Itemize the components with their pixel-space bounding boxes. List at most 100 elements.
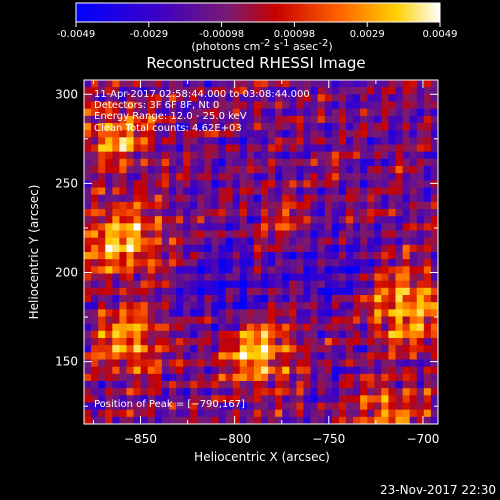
heatmap-cell (154, 237, 163, 246)
heatmap-cell (246, 144, 255, 153)
heatmap-cell (282, 244, 290, 253)
heatmap-cell (353, 273, 361, 282)
heatmap-cell (183, 252, 191, 260)
heatmap-cell (353, 244, 361, 253)
heatmap-cell (197, 158, 205, 167)
heatmap-cell (246, 416, 255, 424)
heatmap-cell (430, 366, 438, 375)
heatmap-cell (395, 180, 404, 189)
heatmap-cell (225, 302, 234, 310)
heatmap-cell (84, 252, 92, 260)
heatmap-cell (275, 115, 283, 124)
heatmap-cell (168, 345, 177, 353)
heatmap-cell (239, 94, 248, 103)
heatmap-cell (154, 316, 163, 325)
heatmap-cell (119, 273, 128, 282)
heatmap-cell (232, 287, 241, 296)
heatmap-cell (430, 338, 438, 346)
heatmap-cell (310, 359, 319, 368)
heatmap-cell (423, 302, 432, 310)
heatmap-cell (140, 158, 149, 167)
heatmap-cell (310, 237, 319, 246)
heatmap-cell (367, 381, 375, 389)
heatmap-cell (275, 137, 283, 146)
heatmap-cell (126, 216, 135, 224)
heatmap-cell (133, 416, 142, 424)
heatmap-cell (225, 345, 234, 353)
heatmap-cell (331, 409, 340, 418)
y-tick-label: 300 (55, 87, 78, 101)
heatmap-cell (168, 194, 177, 203)
colorbar-tick-label: 0.0049 (423, 29, 458, 40)
heatmap-cell (91, 209, 99, 217)
heatmap-cell (282, 273, 290, 282)
heatmap-cell (197, 108, 205, 117)
heatmap-cell (261, 330, 269, 339)
heatmap-cell (275, 223, 283, 232)
heatmap-cell (317, 416, 326, 424)
heatmap-cell (112, 416, 120, 424)
heatmap-cell (84, 80, 92, 88)
heatmap-cell (98, 266, 106, 275)
heatmap-cell (140, 366, 149, 375)
heatmap-cell (140, 352, 149, 361)
heatmap-cell (360, 416, 368, 424)
heatmap-cell (168, 115, 177, 124)
heatmap-cell (331, 237, 340, 246)
heatmap-cell (338, 115, 347, 124)
heatmap-cell (338, 252, 347, 260)
heatmap-cell (126, 316, 135, 325)
heatmap-cell (84, 223, 92, 232)
heatmap-cell (360, 123, 368, 131)
heatmap-cell (310, 201, 319, 210)
heatmap-cell (353, 402, 361, 411)
heatmap-cell (374, 395, 382, 404)
heatmap-cell (161, 395, 170, 404)
heatmap-cell (239, 180, 248, 189)
heatmap-cell (388, 166, 397, 174)
heatmap-cell (402, 223, 411, 232)
heatmap-cell (105, 130, 113, 138)
heatmap-cell (190, 158, 198, 167)
heatmap-cell (296, 359, 305, 368)
heatmap-cell (232, 416, 241, 424)
heatmap-cell (105, 123, 113, 131)
heatmap-cell (275, 345, 283, 353)
heatmap-cell (317, 223, 326, 232)
heatmap-cell (239, 80, 248, 88)
heatmap-cell (161, 123, 170, 131)
heatmap-cell (289, 230, 297, 239)
heatmap-cell (374, 244, 382, 253)
heatmap-cell (98, 366, 106, 375)
heatmap-cell (296, 216, 305, 224)
heatmap-cell (275, 130, 283, 138)
heatmap-cell (423, 330, 432, 339)
heatmap-cell (338, 359, 347, 368)
heatmap-cell (253, 80, 262, 88)
heatmap-cell (261, 373, 269, 382)
heatmap-cell (282, 395, 290, 404)
heatmap-cell (105, 416, 113, 424)
heatmap-cell (282, 402, 290, 411)
heatmap-cell (161, 115, 170, 124)
heatmap-cell (84, 151, 92, 160)
heatmap-cell (147, 180, 156, 189)
heatmap-cell (119, 166, 128, 174)
heatmap-cell (388, 323, 397, 332)
heatmap-cell (296, 201, 305, 210)
heatmap-cell (204, 230, 213, 239)
heatmap-cell (402, 101, 411, 110)
heatmap-cell (416, 302, 425, 310)
heatmap-cell (367, 266, 375, 275)
heatmap-cell (261, 94, 269, 103)
heatmap-cell (317, 252, 326, 260)
heatmap-cell (331, 395, 340, 404)
heatmap-cell (190, 80, 198, 88)
heatmap-cell (353, 352, 361, 361)
heatmap-cell (126, 259, 135, 267)
heatmap-cell (168, 259, 177, 267)
heatmap-cell (183, 230, 191, 239)
heatmap-cell (253, 144, 262, 153)
heatmap-cell (275, 123, 283, 131)
heatmap-cell (246, 395, 255, 404)
